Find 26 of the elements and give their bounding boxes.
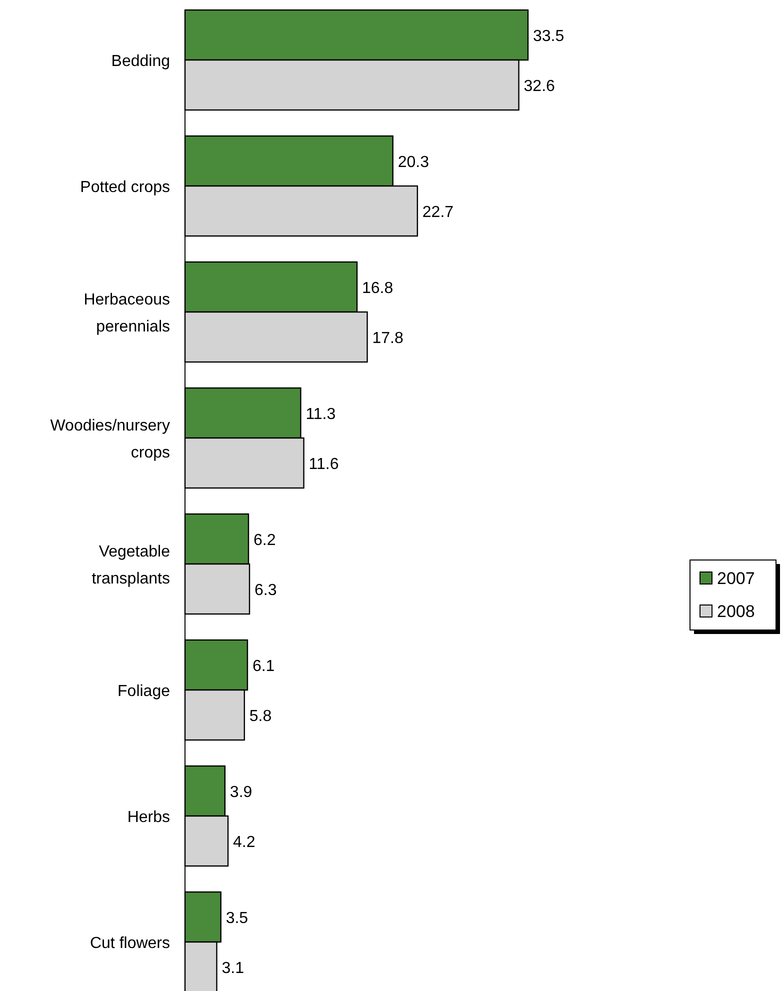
data-label: 16.8 xyxy=(362,280,394,297)
y-tick-label: Herbs xyxy=(127,809,170,826)
data-label: 33.5 xyxy=(533,28,564,45)
y-tick-label: Bedding xyxy=(111,53,170,70)
y-tick-label: Potted crops xyxy=(80,179,170,196)
data-label: 3.9 xyxy=(230,784,252,801)
data-label: 4.2 xyxy=(233,834,256,851)
data-label: 32.6 xyxy=(524,78,556,95)
y-tick-label: Herbaceous perennials xyxy=(84,292,170,336)
data-label: 17.8 xyxy=(372,330,404,347)
data-label: 5.8 xyxy=(249,708,272,725)
data-label: 22.7 xyxy=(422,204,454,221)
data-label: 6.3 xyxy=(254,582,277,599)
y-tick-label: Cut flowers xyxy=(90,935,170,952)
y-tick-label: Woodies/nursery crops xyxy=(50,418,170,462)
data-label: 20.3 xyxy=(398,154,430,171)
y-tick-label: Foliage xyxy=(118,683,170,700)
data-label: 6.2 xyxy=(253,532,276,549)
data-label: 3.5 xyxy=(226,910,248,927)
data-label: 11.6 xyxy=(308,456,339,473)
y-tick-label: Vegetable transplants xyxy=(92,544,170,588)
data-label: 6.1 xyxy=(252,658,275,675)
data-label: 3.1 xyxy=(222,960,244,977)
legend-label: 2008 xyxy=(717,602,755,621)
legend-label: 2007 xyxy=(717,569,755,588)
data-label: 11.3 xyxy=(306,406,336,423)
